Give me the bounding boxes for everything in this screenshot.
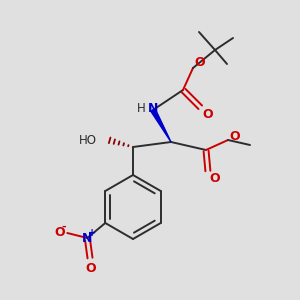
- Text: N: N: [148, 101, 158, 115]
- Text: O: O: [203, 107, 213, 121]
- Text: O: O: [54, 226, 64, 239]
- Text: H: H: [136, 101, 146, 115]
- Polygon shape: [151, 109, 171, 142]
- Text: N: N: [82, 232, 92, 244]
- Text: +: +: [88, 228, 96, 238]
- Text: O: O: [85, 262, 96, 275]
- Text: -: -: [61, 222, 66, 232]
- Text: O: O: [230, 130, 240, 142]
- Text: HO: HO: [79, 134, 97, 148]
- Text: O: O: [195, 56, 205, 70]
- Text: O: O: [210, 172, 220, 184]
